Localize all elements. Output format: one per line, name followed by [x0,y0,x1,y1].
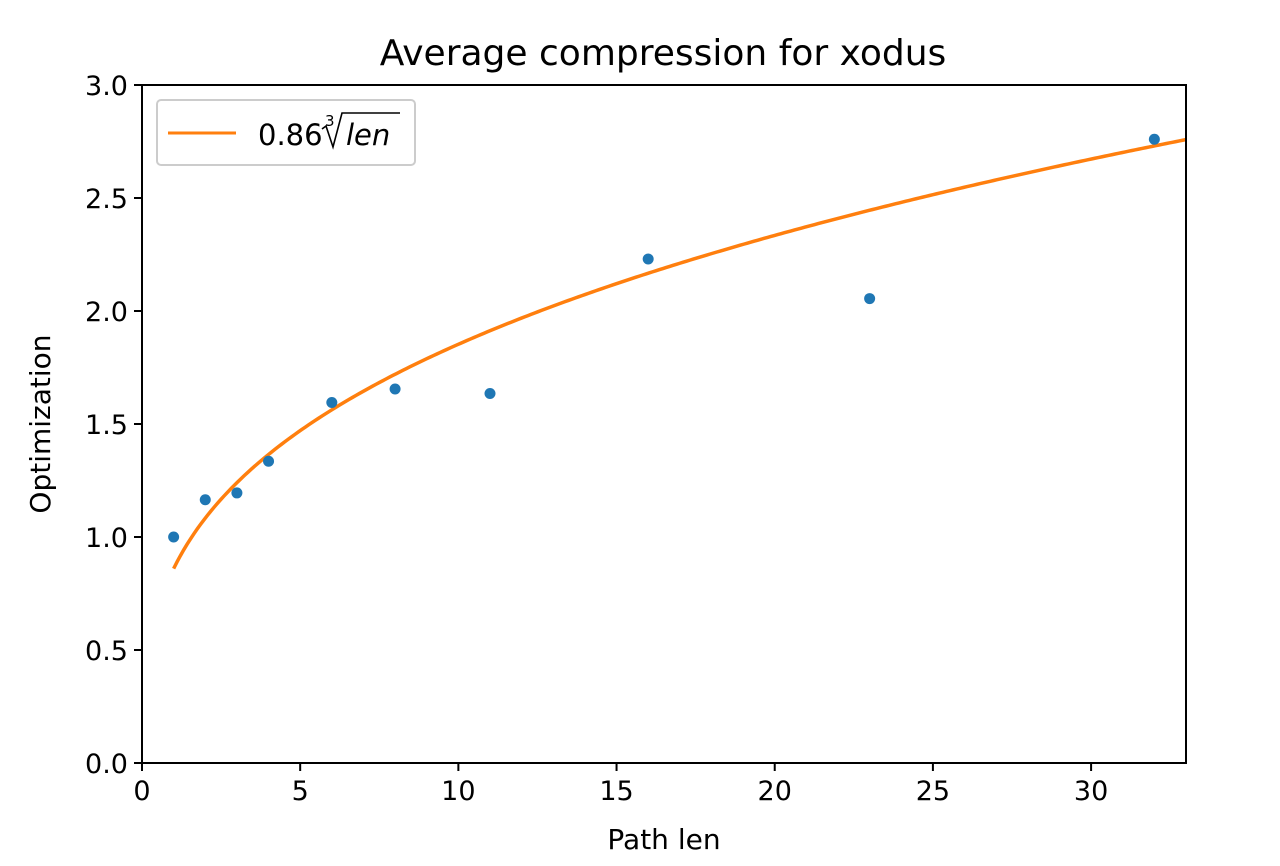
legend-label: 0.86 [258,118,323,152]
legend-coefficient: 0.86 [258,118,323,152]
y-tick-label: 3.0 [85,71,128,102]
y-tick-label: 1.0 [85,523,128,554]
fit-curve-layer [172,137,1187,570]
scatter-point [1148,133,1160,145]
scatter-point [168,531,180,543]
scatter-point [864,293,876,305]
legend-root-index: 3 [325,112,335,130]
scatter-point [263,455,275,467]
fit-curve [172,137,1187,570]
y-tick-label: 2.0 [85,297,128,328]
scatter-points-layer [168,133,1160,543]
scatter-point [642,253,654,265]
x-axis-label: Path len [607,823,720,856]
plot-area [141,84,1187,764]
x-axis-ticks: 0 5 10 15 20 25 30 [133,763,1108,807]
y-axis-ticks: 0.0 0.5 1.0 1.5 2.0 2.5 3.0 [85,71,142,780]
y-axis-label: Optimization [24,334,57,513]
axes-background [142,85,1186,763]
x-tick-label: 5 [292,776,309,807]
legend-variable: len [346,118,390,152]
x-tick-label: 20 [758,776,792,807]
scatter-point [231,487,243,499]
y-tick-label: 0.5 [85,636,128,667]
scatter-point [326,397,338,409]
x-tick-label: 15 [599,776,633,807]
x-tick-label: 0 [133,776,150,807]
x-tick-label: 30 [1074,776,1108,807]
scatter-point [199,494,211,506]
legend: 0.86 3 len [156,99,416,166]
y-tick-label: 2.5 [85,184,128,215]
y-tick-label: 1.5 [85,410,128,441]
chart-title: Average compression for xodus [380,33,947,74]
scatter-point [484,387,496,399]
y-tick-label: 0.0 [85,749,128,780]
x-tick-label: 25 [916,776,950,807]
legend-box [156,99,416,166]
x-tick-label: 10 [441,776,475,807]
scatter-point [389,383,401,395]
legend-radical-sign [321,112,400,150]
